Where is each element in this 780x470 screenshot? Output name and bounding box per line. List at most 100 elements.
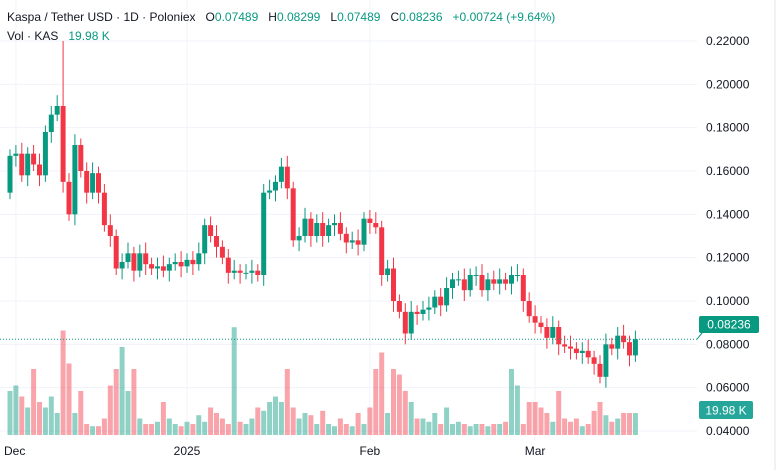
volume-bar xyxy=(113,369,119,435)
volume-bar xyxy=(520,424,526,435)
volume-bar xyxy=(420,418,426,435)
candle xyxy=(219,240,225,265)
volume-bar xyxy=(37,402,42,435)
volume-bar xyxy=(414,418,420,435)
volume-bar xyxy=(473,424,479,435)
candle xyxy=(632,330,638,362)
candle-body xyxy=(314,223,320,236)
candle-body xyxy=(402,311,408,334)
candle-body xyxy=(119,262,125,269)
volume-bar xyxy=(337,418,343,435)
volume-bar xyxy=(19,396,25,435)
candle-body xyxy=(19,153,25,176)
volume-bar xyxy=(597,402,603,435)
volume-bar xyxy=(402,391,408,435)
y-tick-label: 0.22000 xyxy=(706,34,750,48)
candle xyxy=(54,95,60,122)
candle xyxy=(609,337,615,356)
symbol-title[interactable]: Kaspa / Tether USD · 1D · Poloniex xyxy=(7,10,196,24)
candle xyxy=(101,184,107,232)
candle-body xyxy=(31,153,37,165)
candle-body xyxy=(550,327,556,338)
candle-body xyxy=(155,266,160,269)
candle xyxy=(450,272,455,299)
candle xyxy=(267,179,273,200)
candle-body xyxy=(249,270,255,273)
volume-bar xyxy=(444,407,450,435)
volume-bar xyxy=(290,407,296,435)
x-tick-label: Feb xyxy=(360,444,381,458)
candle-body xyxy=(520,275,526,301)
volume-label[interactable]: Vol · KAS xyxy=(7,29,59,43)
volume-bar xyxy=(101,418,107,435)
candle-body xyxy=(426,307,432,310)
candle xyxy=(66,173,72,221)
volume-bar xyxy=(107,385,113,435)
y-tick-label: 0.06000 xyxy=(706,381,750,395)
last-price-label: 0.08236 xyxy=(707,318,751,332)
candle xyxy=(72,134,78,226)
volume-bar xyxy=(267,402,273,435)
x-tick-label: Dec xyxy=(4,444,25,458)
volume-bar xyxy=(31,369,37,435)
volume-bar xyxy=(591,410,597,435)
candle xyxy=(562,335,568,353)
candle xyxy=(603,333,609,388)
volume-bar xyxy=(84,424,90,435)
candle-body xyxy=(255,270,261,275)
candle xyxy=(556,320,562,356)
volume-bar xyxy=(332,426,337,435)
candle-body xyxy=(84,171,90,193)
candle-body xyxy=(332,223,337,226)
volume-bar xyxy=(66,363,72,435)
candle-body xyxy=(48,114,54,132)
candle xyxy=(550,316,556,345)
volume-bar xyxy=(509,369,514,435)
volume-bar xyxy=(526,402,532,435)
candle xyxy=(296,227,302,252)
candle xyxy=(426,296,432,321)
candle xyxy=(538,316,544,334)
volume-bar xyxy=(349,426,355,435)
candle-body xyxy=(432,296,438,308)
volume-bar xyxy=(573,418,579,435)
candle-body xyxy=(538,322,544,327)
volume-bar xyxy=(314,424,320,435)
volume-bar xyxy=(72,413,78,435)
candle xyxy=(544,318,550,349)
volume-bar xyxy=(544,413,550,435)
candle xyxy=(473,266,479,286)
volume-bar xyxy=(408,402,414,435)
candle xyxy=(166,257,172,282)
candle xyxy=(84,162,90,204)
candle xyxy=(243,264,249,280)
candle xyxy=(385,259,391,282)
candle xyxy=(308,212,314,247)
candle xyxy=(7,149,13,200)
candle-body xyxy=(208,225,214,236)
candle-body xyxy=(113,236,119,269)
candle-body xyxy=(591,357,597,364)
volume-bar xyxy=(225,424,231,435)
volume-bar xyxy=(54,413,60,435)
candle xyxy=(196,242,202,271)
volume-bar xyxy=(550,421,556,435)
last-price-badge xyxy=(699,316,759,333)
volume-bar xyxy=(214,413,219,435)
candle xyxy=(131,246,137,282)
candle xyxy=(78,138,84,178)
candle xyxy=(190,251,196,275)
volume-bar xyxy=(621,413,627,435)
low-label: L xyxy=(330,10,338,24)
candle-body xyxy=(361,218,367,245)
candle xyxy=(208,216,214,243)
candle xyxy=(503,272,509,291)
volume-bar xyxy=(125,391,131,435)
volume-bar xyxy=(284,369,290,435)
volume-bar xyxy=(237,421,243,435)
high-label: H xyxy=(268,10,277,24)
candle-body xyxy=(603,344,609,377)
candle-body xyxy=(42,132,48,176)
